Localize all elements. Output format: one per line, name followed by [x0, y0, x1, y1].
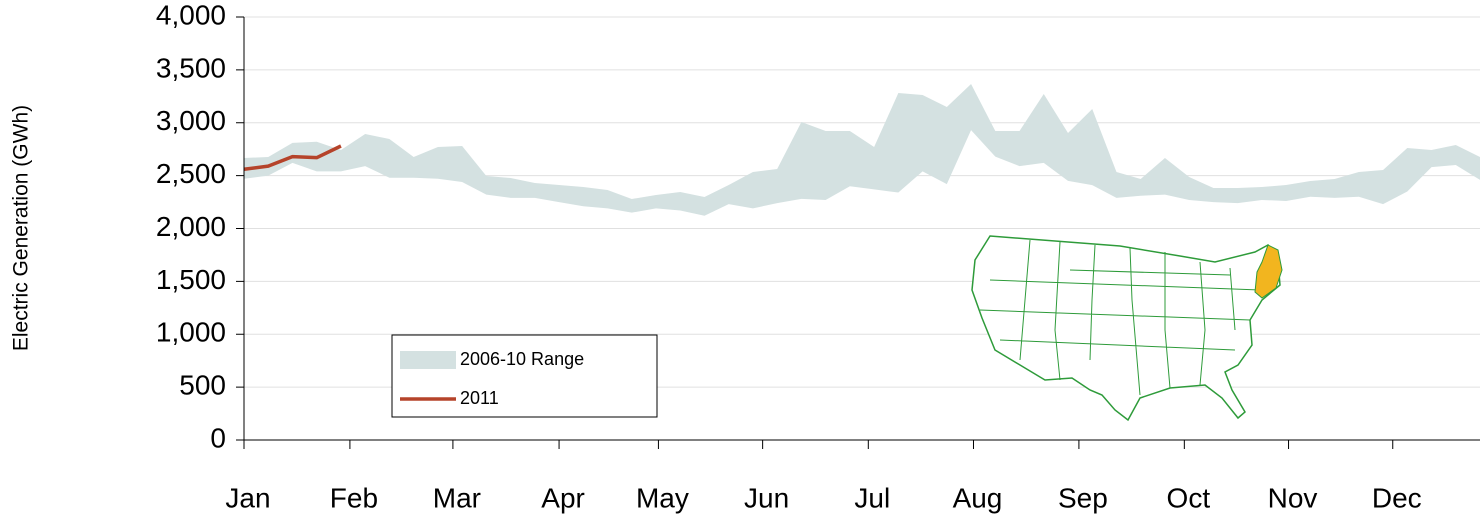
x-tick-label: Mar	[433, 482, 481, 513]
y-tick-label: 2,000	[156, 211, 226, 242]
line-2011	[243, 144, 342, 172]
x-tick-label: Oct	[1167, 482, 1211, 513]
y-tick-label: 1,500	[156, 264, 226, 295]
x-tick-label: Jun	[744, 482, 789, 513]
y-tick-label: 3,500	[156, 52, 226, 83]
y-tick-label: 0	[210, 422, 226, 453]
y-tick-label: 500	[179, 370, 226, 401]
range-area	[244, 84, 1480, 216]
x-tick-label: Dec	[1372, 482, 1422, 513]
x-tick-label: Nov	[1268, 482, 1318, 513]
y-tick-label: 4,000	[156, 0, 226, 30]
legend-label: 2011	[460, 388, 499, 408]
y-tick-label: 3,000	[156, 105, 226, 136]
new-england	[1254, 244, 1283, 299]
us-outline	[971, 235, 1281, 422]
legend-box	[391, 334, 658, 418]
x-tick-label: Sep	[1058, 482, 1108, 513]
y-axis-title: Electric Generation (GWh)	[10, 105, 33, 351]
x-tick-label: Jul	[854, 482, 890, 513]
legend-label: 2006-10 Range	[460, 349, 584, 369]
x-tick-label: May	[636, 482, 689, 513]
x-tick-label: Jan	[225, 482, 270, 513]
x-tick-label: Feb	[330, 482, 378, 513]
legend: 2006-10 Range 2011	[391, 334, 658, 418]
us-map	[971, 235, 1283, 422]
x-tick-label: Apr	[541, 482, 585, 513]
y-tick-label: 1,000	[156, 317, 226, 348]
x-tick-label: Aug	[953, 482, 1003, 513]
y-tick-label: 2,500	[156, 158, 226, 189]
state-lines	[979, 239, 1261, 396]
legend-swatch	[400, 351, 456, 369]
